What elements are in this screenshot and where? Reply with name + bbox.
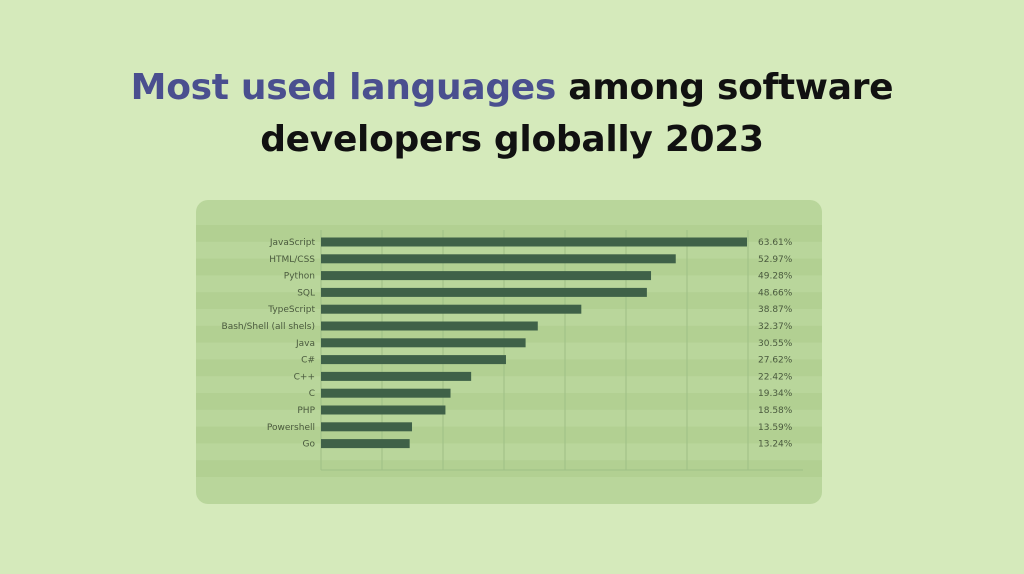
title-rest: among software <box>556 67 894 108</box>
row-stripe <box>196 359 822 377</box>
category-label: Bash/Shell (all shels) <box>222 322 315 332</box>
bar <box>321 287 647 297</box>
value-label: 63.61% <box>758 238 793 248</box>
chart-title: Most used languages among software devel… <box>0 62 1024 166</box>
value-label: 38.87% <box>758 305 793 315</box>
category-labels: JavaScript HTML/CSS Python SQL TypeScript Bas… <box>222 238 316 450</box>
bar <box>321 422 413 432</box>
value-label: 13.59% <box>758 423 793 433</box>
bar <box>321 271 652 281</box>
bar <box>321 338 526 348</box>
category-label: C++ <box>294 372 315 382</box>
bar <box>321 321 538 331</box>
gridlines <box>320 230 803 471</box>
value-label: 22.42% <box>758 372 793 382</box>
category-label: SQL <box>297 288 315 298</box>
value-labels: 63.61% 52.97% 49.28% 48.66% 38.87% 32.37% 30.5… <box>758 238 793 450</box>
value-label: 49.28% <box>758 272 793 282</box>
bar <box>321 254 676 264</box>
value-label: 27.62% <box>758 356 793 366</box>
title-line-2: developers globally 2023 <box>260 119 764 160</box>
chart-panel: JavaScript HTML/CSS Python SQL TypeScript Bas… <box>196 200 822 504</box>
category-label: JavaScript <box>269 238 316 248</box>
category-label: C <box>309 389 315 399</box>
bar <box>321 439 410 449</box>
value-label: 48.66% <box>758 288 793 298</box>
category-label: HTML/CSS <box>269 255 315 265</box>
category-label: TypeScript <box>267 305 315 315</box>
bar <box>321 237 747 247</box>
category-label: C# <box>301 356 315 366</box>
value-label: 52.97% <box>758 255 793 265</box>
bar <box>321 355 506 365</box>
bars <box>321 237 747 449</box>
title-highlight: Most used languages <box>130 67 557 108</box>
bar <box>321 304 582 314</box>
value-label: 19.34% <box>758 389 793 399</box>
category-label: Powershell <box>267 423 315 433</box>
value-label: 18.58% <box>758 406 793 416</box>
bar <box>321 371 472 381</box>
category-label: PHP <box>297 406 315 416</box>
value-label: 13.24% <box>758 440 793 450</box>
bar <box>321 405 446 415</box>
category-label: Go <box>303 440 316 450</box>
row-stripe <box>196 460 822 477</box>
value-label: 30.55% <box>758 339 793 349</box>
bar-chart: JavaScript HTML/CSS Python SQL TypeScript Bas… <box>196 225 822 477</box>
category-label: Java <box>295 339 315 349</box>
category-label: Python <box>284 272 315 282</box>
row-stripe <box>196 393 822 410</box>
value-label: 32.37% <box>758 322 793 332</box>
bar <box>321 388 451 398</box>
